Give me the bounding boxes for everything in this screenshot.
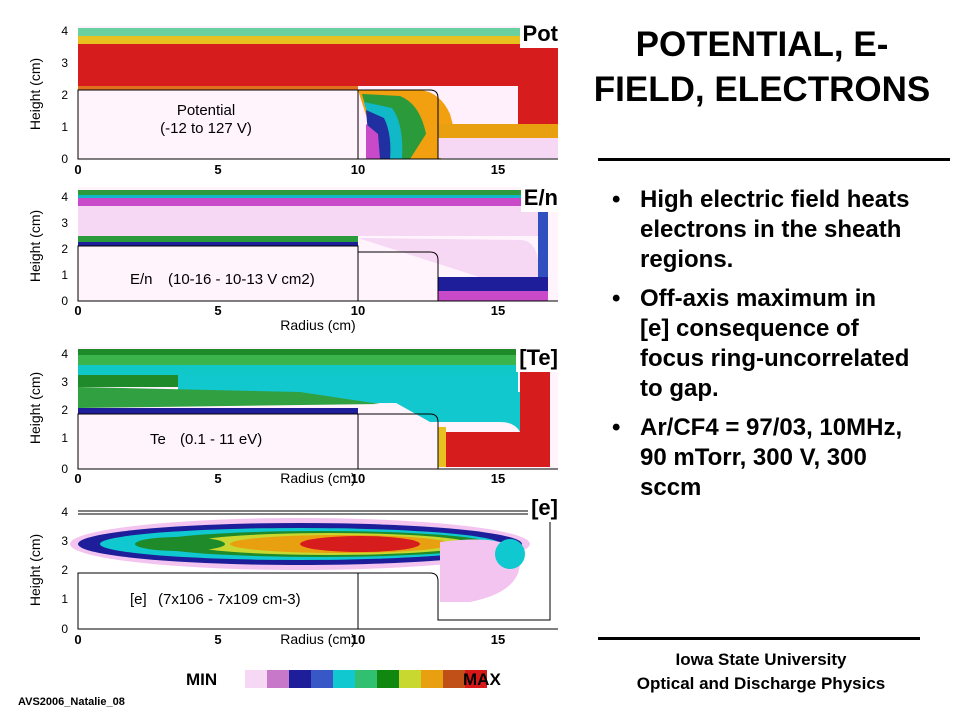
- colorbar-swatch: [355, 670, 377, 688]
- y-tick: 4: [61, 505, 68, 519]
- y-tick: 2: [61, 242, 68, 256]
- x-tick: 5: [214, 471, 221, 486]
- quantity-range: (-12 to 127 V): [160, 120, 252, 137]
- plot-label: [Te]: [516, 344, 561, 372]
- y-axis-label: Height (cm): [27, 210, 43, 282]
- x-tick: 5: [214, 632, 221, 647]
- colorbar-min-label: MIN: [186, 670, 218, 689]
- bullet-icon: •: [612, 414, 621, 441]
- colorbar-swatch: [289, 670, 311, 688]
- x-tick: 5: [214, 162, 221, 177]
- colorbar-swatch: [421, 670, 443, 688]
- y-tick: 1: [61, 120, 68, 134]
- colorbar-swatch: [465, 670, 487, 688]
- bullet-text: Ar/CF4 = 97/03, 10MHz, 90 mTorr, 300 V, …: [640, 414, 903, 501]
- bullet-icon: •: [612, 285, 621, 312]
- y-tick: 1: [61, 592, 68, 606]
- x-tick: 10: [351, 303, 365, 318]
- colorbar-swatch: [245, 670, 267, 688]
- y-tick: 1: [61, 431, 68, 445]
- colorbar-swatch: [377, 670, 399, 688]
- quantity-range: (10-16 - 10-13 V cm2): [168, 271, 315, 288]
- potential-plot: 0 5 10 15 0 1 2 3 4 Height (cm) Potentia…: [0, 14, 575, 184]
- bullet-item: • Ar/CF4 = 97/03, 10MHz, 90 mTorr, 300 V,…: [612, 413, 912, 503]
- te-plot: Radius (cm) 0 5 10 15 0 1 2 3 4 Height (…: [0, 332, 575, 502]
- university-name: Iowa State University: [675, 650, 847, 669]
- x-tick: 10: [351, 471, 365, 486]
- bullet-text: High electric field heats electrons in t…: [640, 186, 910, 273]
- colorbar-swatch: [333, 670, 355, 688]
- x-axis-label: Radius (cm): [280, 317, 355, 333]
- bullet-list: • High electric field heats electrons in …: [612, 185, 912, 512]
- y-tick: 0: [61, 294, 68, 308]
- y-axis-label: Height (cm): [27, 58, 43, 130]
- y-tick: 0: [61, 152, 68, 166]
- group-name: Optical and Discharge Physics: [636, 674, 886, 693]
- y-tick: 2: [61, 88, 68, 102]
- x-tick: 10: [351, 632, 365, 647]
- bullet-item: • High electric field heats electrons in …: [612, 185, 912, 275]
- y-axis-label: Height (cm): [27, 372, 43, 444]
- x-tick: 15: [491, 632, 505, 647]
- efield-plot: Radius (cm) 0 5 10 15 0 1 2 3 4 Height (…: [0, 180, 575, 350]
- y-tick: 0: [61, 622, 68, 636]
- quantity-name: [e]: [130, 591, 147, 608]
- plot-label: [e]: [528, 494, 561, 522]
- x-tick: 15: [491, 471, 505, 486]
- plot-label: E/n: [520, 184, 561, 212]
- y-tick: 4: [61, 24, 68, 38]
- x-tick: 0: [74, 632, 81, 647]
- colorbar-swatch: [443, 670, 465, 688]
- y-tick: 2: [61, 563, 68, 577]
- y-tick: 2: [61, 403, 68, 417]
- x-tick: 0: [74, 303, 81, 318]
- plot-label: Pot: [519, 20, 561, 48]
- institution-block: Iowa State University Optical and Discha…: [598, 648, 924, 696]
- quantity-name: Te: [150, 431, 166, 448]
- electron-density-plot: Radius (cm) 0 5 10 15 0 1 2 3 4 Height (…: [0, 492, 575, 662]
- x-axis-label: Radius (cm): [280, 631, 355, 647]
- bullet-icon: •: [612, 186, 621, 213]
- x-tick: 10: [351, 162, 365, 177]
- bullet-item: • Off-axis maximum in [e] consequence of …: [612, 284, 912, 404]
- x-tick: 5: [214, 303, 221, 318]
- y-tick: 0: [61, 462, 68, 476]
- bullet-text: Off-axis maximum in [e] consequence of f…: [640, 285, 910, 402]
- x-tick: 0: [74, 162, 81, 177]
- y-tick: 3: [61, 216, 68, 230]
- y-tick: 3: [61, 534, 68, 548]
- colorbar-swatch: [267, 670, 289, 688]
- colorbar-swatch: [399, 670, 421, 688]
- x-tick: 15: [491, 162, 505, 177]
- slide-title: POTENTIAL, E-FIELD, ELECTRONS: [593, 25, 931, 109]
- footer-id: AVS2006_Natalie_08: [18, 696, 125, 708]
- quantity-name: E/n: [130, 271, 153, 288]
- quantity-range: (0.1 - 11 eV): [180, 431, 262, 448]
- institution-divider: [598, 637, 920, 640]
- x-tick: 15: [491, 303, 505, 318]
- quantity-name: Potential: [177, 102, 235, 119]
- y-axis-label: Height (cm): [27, 534, 43, 606]
- y-tick: 3: [61, 375, 68, 389]
- colorbar: [245, 670, 487, 688]
- y-tick: 1: [61, 268, 68, 282]
- x-tick: 0: [74, 471, 81, 486]
- x-axis-label: Radius (cm): [280, 470, 355, 486]
- colorbar-swatch: [311, 670, 333, 688]
- title-divider: [598, 158, 950, 161]
- y-tick: 4: [61, 190, 68, 204]
- y-tick: 4: [61, 347, 68, 361]
- y-tick: 3: [61, 56, 68, 70]
- quantity-range: (7x106 - 7x109 cm-3): [158, 591, 301, 608]
- colorbar-max-label: MAX: [463, 670, 501, 689]
